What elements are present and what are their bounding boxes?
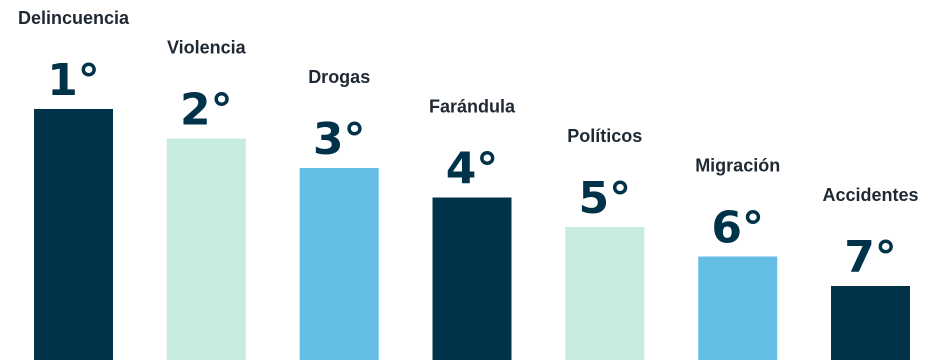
bar-3 (299, 168, 379, 360)
rank-label-5: 5° (578, 173, 631, 224)
rank-label-3: 3° (313, 114, 366, 165)
category-label-2: Violencia (167, 38, 247, 58)
bar-4 (432, 197, 512, 360)
category-labels-group: Delincuencia Violencia Drogas Farándula Polí… (18, 8, 919, 205)
bar-2 (166, 138, 246, 360)
bar-6 (698, 256, 778, 360)
rank-label-6: 6° (711, 203, 764, 254)
bar-5 (565, 227, 645, 360)
rank-label-2: 2° (180, 85, 233, 136)
category-label-6: Migración (695, 156, 780, 176)
category-label-4: Farándula (429, 97, 516, 117)
category-label-3: Drogas (308, 67, 370, 87)
bar-7 (831, 286, 910, 360)
category-label-5: Políticos (567, 126, 642, 146)
rank-label-1: 1° (47, 55, 100, 106)
rank-labels-group: 1° 2° 3° 4° 5° 6° 7° (47, 55, 897, 283)
bars-group (34, 109, 910, 360)
category-label-1: Delincuencia (18, 8, 130, 28)
bar-1 (34, 109, 113, 360)
rank-label-4: 4° (446, 144, 499, 195)
category-label-7: Accidentes (822, 185, 918, 205)
rank-label-7: 7° (844, 232, 897, 283)
